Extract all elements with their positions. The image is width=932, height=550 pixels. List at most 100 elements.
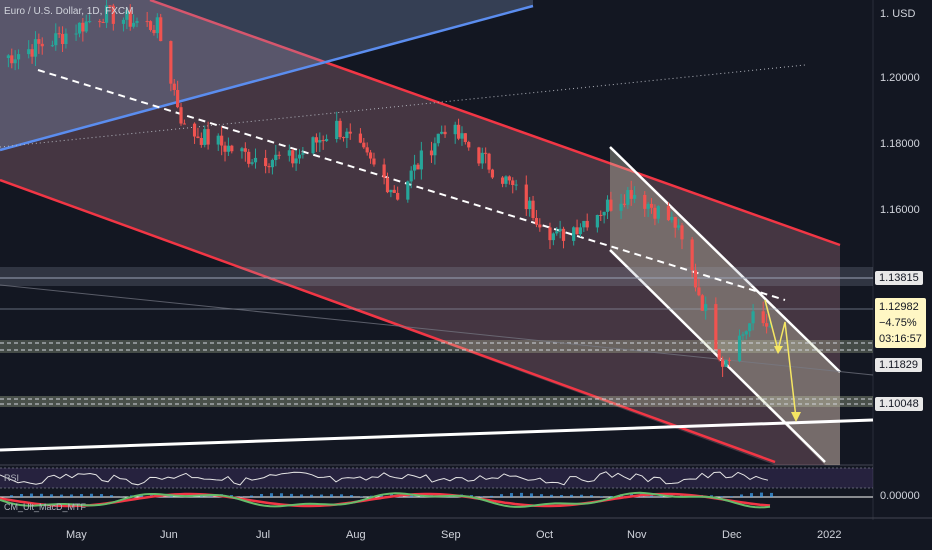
macd-hist-bar (270, 493, 273, 497)
macd-hist-bar (710, 495, 713, 497)
candle-body (77, 22, 82, 34)
candle-body (436, 133, 440, 144)
candle-body (693, 270, 698, 288)
candle-body (385, 177, 390, 193)
macd-pane-label: CM_Ult_MacD_MTF (4, 502, 87, 512)
candle-body (690, 239, 694, 271)
support-zone (0, 340, 873, 353)
price-tick: 1.18000 (880, 138, 920, 150)
candle-body (226, 145, 231, 152)
candle-body (182, 123, 187, 125)
candle-body (108, 5, 112, 7)
time-label: Nov (627, 529, 647, 541)
candle-body (88, 21, 92, 23)
candle-body (16, 54, 21, 60)
candle-body (751, 311, 755, 324)
candle-body (98, 21, 102, 23)
candle-body (500, 177, 505, 184)
candle-body (548, 227, 552, 241)
macd-hist-bar (600, 496, 603, 497)
candle-body (582, 220, 586, 228)
candle-body (609, 199, 613, 211)
macd-hist-bar (730, 496, 733, 497)
candle-body (84, 21, 88, 32)
macd-hist-bar (520, 492, 523, 497)
candle-body (362, 142, 366, 148)
candle-body (514, 184, 518, 186)
candle-body (477, 147, 481, 164)
candle-body (240, 148, 244, 152)
candle-body (277, 154, 281, 156)
candle-body (253, 157, 258, 163)
candle-body (741, 334, 745, 336)
macd-line (0, 491, 771, 509)
time-label: Sep (441, 529, 461, 541)
candle-body (561, 228, 566, 241)
candle-body (467, 142, 471, 148)
channel-lower-line[interactable] (0, 178, 776, 464)
candle-body (294, 158, 298, 164)
rsi-pane-label: RSI (4, 473, 20, 483)
inner-channel-fill (610, 147, 840, 465)
candle-body (768, 326, 772, 328)
candle-body (619, 203, 623, 211)
candle-body (196, 136, 200, 138)
candle-body (578, 227, 583, 235)
macd-hist-bar (720, 496, 723, 497)
blue-trend-fill (0, 0, 533, 150)
inner-channel-upper[interactable] (609, 146, 841, 373)
candle-body (172, 83, 176, 90)
candle-body (680, 225, 684, 240)
candle-body (338, 120, 342, 138)
candle-body (192, 123, 197, 137)
candle-body (13, 59, 17, 64)
macd-hist-bar (60, 494, 63, 497)
price-tick: 1.16000 (880, 204, 920, 216)
candle-body (348, 131, 352, 134)
candle-body (724, 359, 728, 367)
macd-hist-bar (630, 493, 633, 497)
candle-body (148, 21, 153, 30)
candle-body (558, 228, 562, 232)
candle-body (145, 21, 149, 23)
candle-body (677, 225, 681, 228)
macd-hist-bar (250, 495, 253, 497)
macd-hist-bar (350, 495, 353, 497)
candle-body (528, 200, 532, 210)
candle-body (484, 152, 488, 154)
rising-support-line[interactable] (0, 418, 874, 452)
macd-hist-bar (490, 495, 493, 497)
candle-body (572, 227, 576, 241)
candle-body (176, 89, 180, 108)
time-label: Oct (536, 529, 554, 541)
macd-hist-bar (560, 494, 563, 497)
candle-body (216, 135, 220, 145)
candle-body (531, 200, 535, 218)
candle-body (27, 49, 31, 55)
macd-hist-bar (770, 492, 773, 497)
candle-body (243, 148, 247, 152)
candle-body (626, 190, 630, 205)
channel-upper-line[interactable] (149, 0, 841, 247)
macd-hist-bar (150, 493, 153, 497)
macd-hist-bar (70, 494, 73, 497)
candle-body (345, 131, 349, 139)
macd-hist-bar (510, 493, 513, 497)
macd-hist-bar (320, 494, 323, 497)
candle-body (54, 33, 58, 46)
candle-body (81, 22, 85, 32)
candle-body (223, 145, 227, 152)
inner-channel-lower[interactable] (609, 249, 826, 463)
candle-body (50, 45, 54, 47)
descending-channel-fill (0, 0, 840, 465)
price-axis-currency: 1. USD (880, 8, 916, 20)
candle-body (629, 190, 633, 199)
ascending-trendline-blue[interactable] (0, 4, 534, 152)
chart-title: Euro / U.S. Dollar, 1D, FXCM (4, 6, 134, 17)
candle-body (37, 39, 41, 44)
candle-body (727, 359, 731, 361)
candle-body (358, 133, 363, 143)
candle-body (318, 140, 322, 143)
macd-zero-tick: 0.00000 (880, 490, 920, 502)
